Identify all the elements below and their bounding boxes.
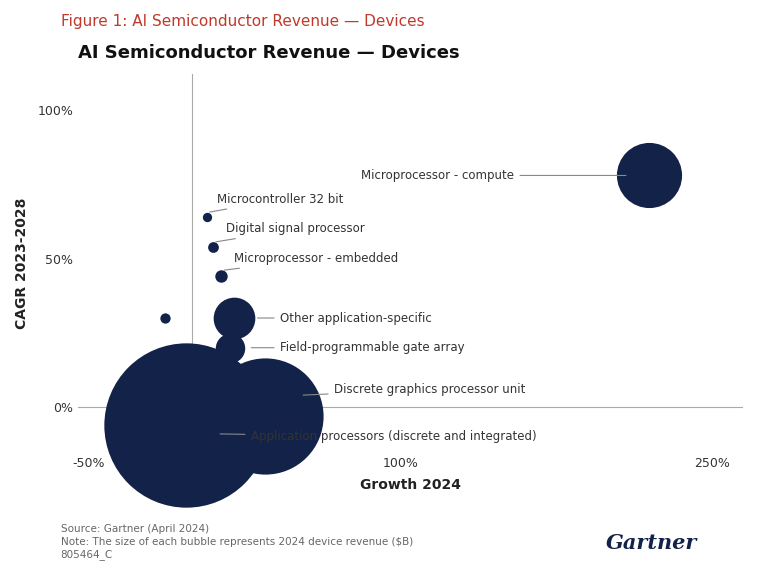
Text: Figure 1: AI Semiconductor Revenue — Devices: Figure 1: AI Semiconductor Revenue — Dev… [61,14,424,29]
Point [228,313,240,323]
Point [224,343,236,353]
Text: Field-programmable gate array: Field-programmable gate array [251,341,464,354]
Point [215,272,227,281]
Point [259,411,271,420]
Text: Discrete graphics processor unit: Discrete graphics processor unit [303,383,525,396]
Text: Application processors (discrete and integrated): Application processors (discrete and int… [220,430,536,444]
Text: Note: The size of each bubble represents 2024 device revenue ($B): Note: The size of each bubble represents… [61,537,413,547]
Text: Microprocessor - embedded: Microprocessor - embedded [224,252,398,270]
Y-axis label: CAGR 2023-2028: CAGR 2023-2028 [15,198,29,329]
Text: Other application-specific: Other application-specific [258,312,431,324]
Point [644,171,656,180]
Text: 805464_C: 805464_C [61,550,113,560]
Point [201,213,213,222]
Point [159,313,171,323]
Text: Digital signal processor: Digital signal processor [216,222,365,242]
Point [207,242,219,251]
Text: Microcontroller 32 bit: Microcontroller 32 bit [210,193,343,212]
Text: Source: Gartner (April 2024): Source: Gartner (April 2024) [61,524,208,534]
Text: AI Semiconductor Revenue — Devices: AI Semiconductor Revenue — Devices [78,44,459,62]
Text: Microprocessor - compute: Microprocessor - compute [362,169,626,182]
X-axis label: Growth 2024: Growth 2024 [360,478,461,492]
Point [180,420,193,430]
Text: Gartner: Gartner [606,533,697,553]
